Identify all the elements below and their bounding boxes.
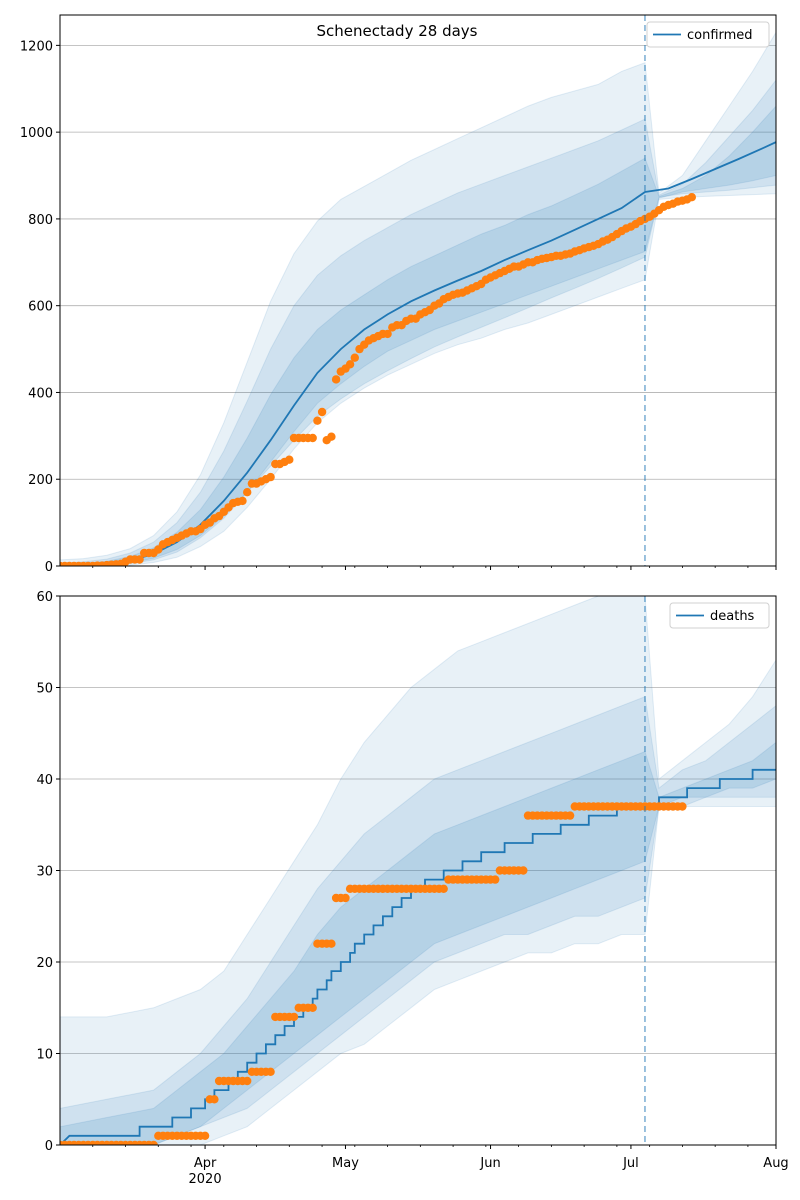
observed-point <box>678 802 687 811</box>
uncertainty-band <box>60 741 776 1145</box>
observed-point <box>210 1095 219 1104</box>
y-tick-label: 20 <box>36 956 53 971</box>
observed-point <box>308 1003 317 1012</box>
y-tick-label: 50 <box>36 682 53 697</box>
observed-point <box>135 555 144 564</box>
legend-box <box>646 21 770 48</box>
y-tick-label: 1200 <box>20 39 53 54</box>
legend-label: confirmed <box>687 28 753 43</box>
observed-point <box>266 1067 275 1077</box>
observed-point <box>243 488 252 497</box>
observed-point <box>519 866 528 875</box>
x-tick-label: Jun <box>479 1156 500 1171</box>
observed-point <box>317 407 327 417</box>
observed-point <box>200 1131 210 1141</box>
legend: confirmed <box>646 21 770 48</box>
observed-point <box>238 496 247 506</box>
observed-point <box>491 875 500 884</box>
observed-point <box>687 193 696 202</box>
y-tick-label: 600 <box>28 300 53 315</box>
plot-frame <box>59 14 777 567</box>
observed-point <box>266 472 275 482</box>
observed-point <box>289 1012 299 1022</box>
uncertainty-band <box>60 105 776 566</box>
confirmed-panel: 0 200 400 600 800 1000 1200 confirmed <box>20 14 777 575</box>
observed-point <box>341 893 350 903</box>
y-tick-label: 40 <box>36 773 53 788</box>
x-tick-label: Apr <box>194 1156 217 1171</box>
y-tick-label: 0 <box>45 1139 53 1154</box>
observed-point <box>149 1140 158 1145</box>
uncertainty-band <box>60 596 776 1145</box>
y-tick-label: 1000 <box>20 126 53 141</box>
observed-point <box>565 811 575 820</box>
y-tick-label: 30 <box>36 865 53 880</box>
observed-point <box>308 433 317 443</box>
observed-point <box>383 329 392 339</box>
y-tick-label: 800 <box>28 213 53 228</box>
plot-frame <box>59 595 777 1146</box>
x-tick-label: May <box>332 1156 359 1171</box>
x-tick-label: Jul <box>622 1156 639 1171</box>
y-tick-label: 60 <box>36 590 53 605</box>
y-tick-label: 0 <box>45 560 53 575</box>
y-tick-label: 200 <box>28 473 53 488</box>
chart-title: Schenectady 28 days <box>317 22 478 40</box>
uncertainty-band <box>60 79 776 566</box>
deaths-panel: 0 10 20 30 40 50 60 deaths <box>36 590 777 1154</box>
y-tick-label: 10 <box>36 1048 53 1063</box>
y-tick-label: 400 <box>28 386 53 401</box>
legend-label: deaths <box>710 609 755 624</box>
observed-point <box>331 375 341 384</box>
observed-point <box>243 1076 252 1086</box>
observed-point <box>350 353 359 362</box>
observed-point <box>345 360 355 369</box>
observed-point <box>327 432 336 441</box>
observed-point <box>313 416 322 425</box>
observed-point <box>327 939 336 948</box>
observed-point <box>439 884 448 893</box>
legend: deaths <box>669 602 770 629</box>
x-tick-label: Aug <box>763 1156 788 1171</box>
legend-box <box>669 602 770 629</box>
observed-point <box>285 455 294 464</box>
x-tick-sublabel: 2020 <box>189 1172 222 1187</box>
